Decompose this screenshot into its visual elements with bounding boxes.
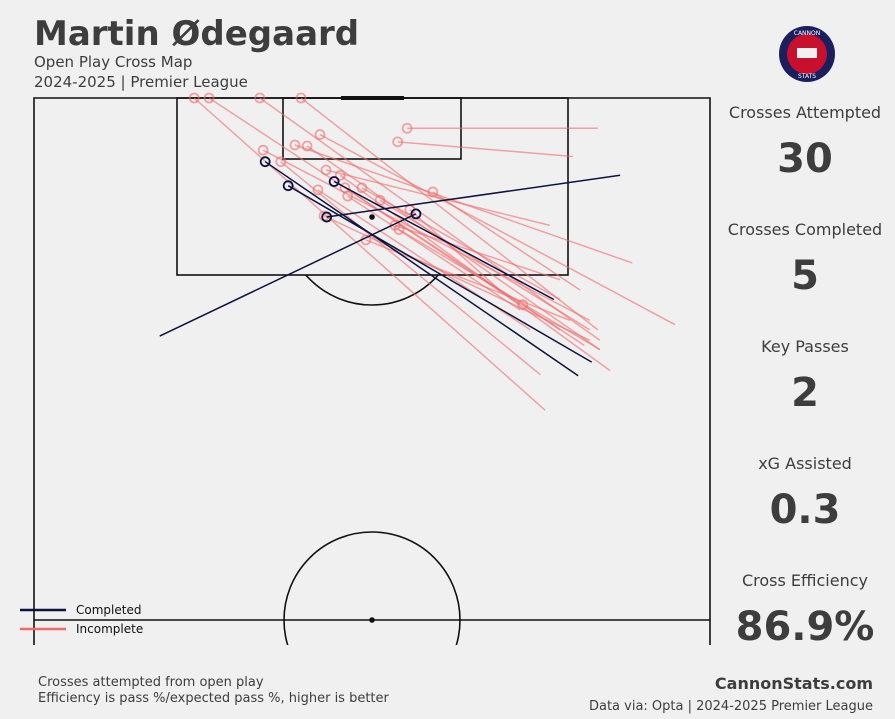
cross-end [301, 140, 313, 152]
cross-line [159, 213, 417, 337]
cross-end [188, 92, 200, 104]
cross-end [321, 211, 333, 223]
stat-label: Key Passes [761, 337, 849, 356]
cross-line [361, 187, 561, 301]
logo-top: CANNON [794, 30, 820, 37]
stat-label: Cross Efficiency [742, 571, 868, 590]
cross-line [339, 174, 611, 372]
cross-line [333, 180, 555, 301]
cross-line [409, 209, 501, 291]
stat-label: Crosses Completed [728, 220, 882, 239]
cross-end [334, 169, 346, 181]
legend-label: Incomplete [76, 622, 143, 636]
logo-bottom: STATS [798, 73, 816, 80]
stat-label: xG Assisted [758, 454, 852, 473]
cross-end [295, 92, 307, 104]
cross-end [254, 92, 266, 104]
cross-end [392, 136, 404, 148]
stat-label: Crosses Attempted [729, 103, 881, 122]
cross-end [342, 190, 354, 202]
cross-line [347, 195, 521, 311]
cross-line [379, 199, 591, 331]
cross-end [374, 194, 386, 206]
note: Crosses attempted from open play [38, 675, 264, 690]
pitch [33, 96, 711, 645]
cross-line [264, 161, 579, 377]
subtitle: Open Play Cross Map [34, 53, 192, 71]
cross-line [287, 185, 593, 363]
cross-line [319, 133, 676, 326]
logo: CANNON STATS [779, 26, 835, 82]
brand: CannonStats.com [715, 674, 873, 693]
stat-value: 0.3 [770, 487, 841, 533]
note: Efficiency is pass %/expected pass %, hi… [38, 691, 390, 706]
cross-end [257, 144, 269, 156]
cross-line [280, 161, 541, 376]
stat-value: 86.9% [736, 604, 875, 650]
cross-end [289, 139, 301, 151]
cross-end [314, 129, 326, 140]
cross-line [432, 191, 581, 291]
stat-value: 2 [791, 370, 819, 416]
cross-end [328, 176, 340, 187]
cross-line [300, 97, 599, 331]
cross-end [410, 208, 422, 220]
legend-label: Completed [76, 603, 141, 617]
cross-end [282, 180, 294, 192]
cross-end [275, 156, 287, 168]
cross-line [522, 304, 561, 331]
cross-end [203, 92, 215, 104]
stat-value: 5 [791, 253, 819, 299]
cross-end [320, 164, 332, 176]
cross-line [193, 97, 546, 411]
cross-end [401, 122, 413, 134]
cross-line [394, 224, 561, 281]
cross-line [326, 174, 621, 218]
stat-value: 30 [777, 136, 833, 182]
cross-end [259, 156, 271, 168]
source: Data via: Opta | 2024-2025 Premier Leagu… [589, 699, 873, 714]
title: Martin Ødegaard [34, 14, 359, 54]
cross-line [397, 141, 573, 158]
cross-end [312, 184, 324, 196]
cross-line [325, 169, 550, 227]
season: 2024-2025 | Premier League [34, 73, 248, 91]
cross-end [427, 186, 439, 198]
